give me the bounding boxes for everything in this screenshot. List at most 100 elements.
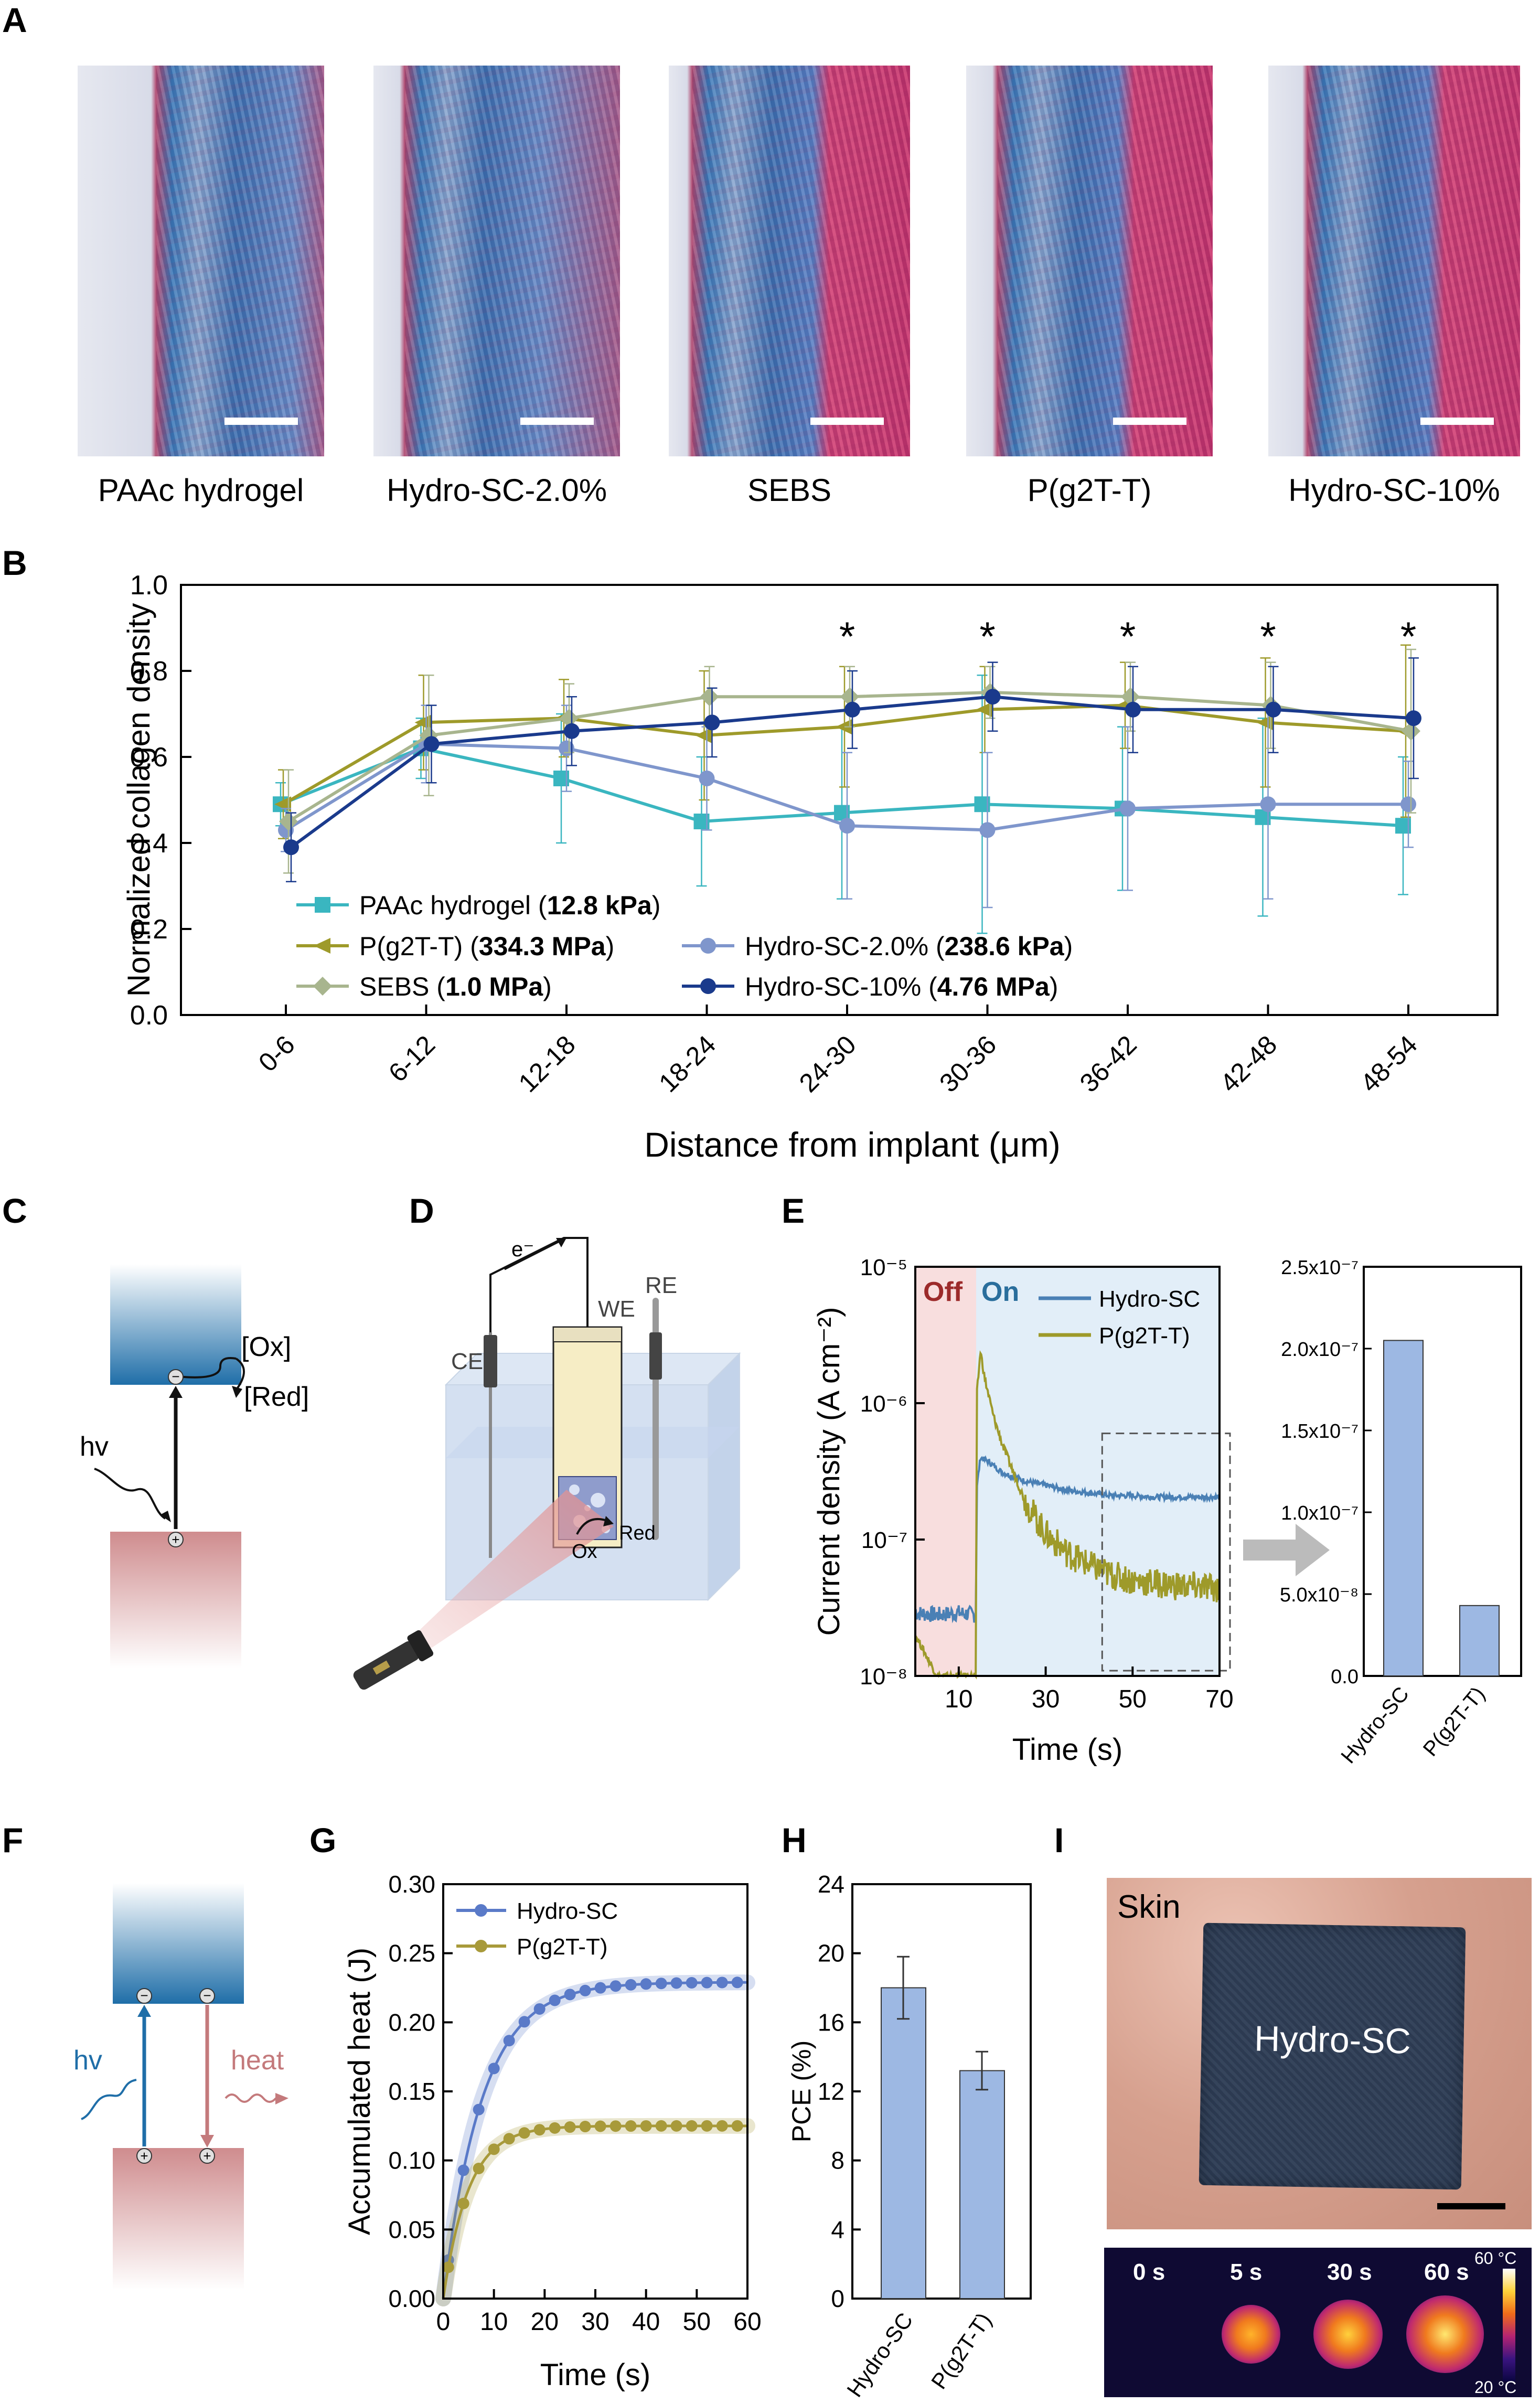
histology-caption: Hydro-SC-10%: [1288, 473, 1500, 508]
highlight-box: [1101, 1433, 1231, 1672]
we-label: WE: [598, 1296, 635, 1322]
thermal-time-label: 60 s: [1424, 2259, 1469, 2285]
x-tick-label: 50: [1119, 1685, 1147, 1713]
data-point: [700, 687, 719, 707]
legend-label: Hydro-SC-2.0% (238.6 kPa): [745, 932, 1073, 961]
data-point: [564, 1989, 576, 2001]
y-tick-label: 0.6: [130, 742, 168, 773]
x-tick-label: Hydro-SC: [842, 2308, 917, 2401]
panel-label-i: I: [1054, 1821, 1064, 1860]
electron-sign: −: [140, 1988, 148, 2003]
significance-marker: *: [839, 613, 855, 659]
data-point: [564, 2121, 576, 2133]
y-tick-label: 12: [818, 2078, 844, 2105]
x-axis-title: Time (s): [540, 2358, 650, 2392]
scale-bar: [520, 418, 594, 425]
panel-label-h: H: [782, 1821, 807, 1860]
y-tick-label: 0.20: [388, 2008, 435, 2036]
thermal-spot: [1406, 2295, 1484, 2373]
thermal-time-label: 5 s: [1230, 2259, 1263, 2285]
y-tick-label: 10⁻⁵: [860, 1255, 907, 1280]
heat-wave-icon: [224, 2093, 277, 2103]
data-point: [423, 736, 440, 752]
electron-transfer-diagram: − + [Ox] [Red] hv: [80, 1264, 309, 1668]
bar: [881, 1987, 926, 2299]
histology-caption: P(g2T-T): [1027, 473, 1152, 508]
y-tick-label: 0.8: [130, 656, 168, 687]
data-point: [518, 2127, 530, 2139]
data-point: [609, 2120, 622, 2132]
data-point: [840, 687, 859, 707]
panel-label-f: F: [2, 1821, 24, 1860]
panel-label-d: D: [409, 1191, 434, 1230]
series-Hydro-SC-10%: [283, 657, 1421, 883]
legend-entry: Hydro-SC-2.0% (238.6 kPa): [682, 932, 1073, 961]
x-axis-title: Time (s): [1012, 1733, 1122, 1767]
y-axis-title: Normalized collagen density: [121, 603, 156, 997]
y-tick-label: 1.0x10⁻⁷: [1281, 1502, 1359, 1524]
x-tick-label: 40: [632, 2308, 660, 2336]
bar-frame: [1363, 1266, 1522, 1677]
collagen-density-chart: 0.00.20.40.60.81.00-6 6-12 12-18 18-24 24-30…: [121, 570, 1499, 1164]
significance-marker: *: [1400, 613, 1416, 659]
data-point: [457, 2164, 469, 2176]
data-point: [313, 977, 332, 996]
y-tick-label: 1.5x10⁻⁷: [1281, 1420, 1359, 1443]
hole-icon: [199, 2148, 215, 2164]
light-beam: [391, 1490, 614, 1668]
x-axis-title: Distance from implant (μm): [644, 1125, 1061, 1164]
electron-sign: −: [172, 1369, 179, 1384]
ox-label: Ox: [572, 1541, 597, 1563]
x-tick-label: 30: [581, 2308, 609, 2336]
data-point: [594, 2120, 606, 2132]
significance-marker: *: [979, 613, 995, 659]
x-tick-label: 10: [945, 1685, 972, 1713]
data-point: [283, 839, 299, 856]
cell-side: [708, 1352, 740, 1601]
hv-label: hv: [73, 2045, 102, 2076]
x-tick-label: 30: [1032, 1685, 1060, 1713]
thermal-spot: [1313, 2300, 1383, 2369]
thermal-time-label: 0 s: [1133, 2259, 1165, 2285]
sample-label: Hydro-SC: [1254, 2018, 1411, 2061]
data-point: [594, 1982, 606, 1994]
conduction-band: [113, 1883, 244, 2004]
data-point: [503, 2035, 515, 2047]
legend-marker: [475, 1904, 487, 1917]
scale-bar: [224, 418, 298, 425]
y-tick-label: 0.25: [388, 1940, 435, 1967]
skin-label: Skin: [1117, 1889, 1181, 1925]
histology-image: [966, 66, 1213, 456]
red-label: Red: [619, 1522, 656, 1544]
photon-wave-icon: [81, 2079, 137, 2120]
flashlight-icon: [353, 1630, 434, 1690]
heat-label: heat: [231, 2045, 284, 2076]
data-point: [473, 2163, 485, 2175]
re-label: RE: [645, 1273, 677, 1298]
y-tick-label: 0.15: [388, 2078, 435, 2105]
data-point: [716, 2120, 728, 2132]
hv-label: hv: [80, 1431, 109, 1462]
y-tick-label: 0.00: [388, 2285, 435, 2312]
y-tick-label: 4: [831, 2216, 844, 2243]
y-tick-label: 0.0: [130, 1000, 168, 1031]
on-region: [976, 1267, 1220, 1676]
data-point: [314, 938, 330, 954]
legend-label: P(g2T-T): [517, 1934, 608, 1960]
histology-image: [78, 66, 324, 456]
data-point: [488, 2143, 500, 2155]
electron-sign: −: [203, 1988, 211, 2003]
y-tick-label: 5.0x10⁻⁸: [1280, 1584, 1359, 1606]
legend-label: Hydro-SC: [1099, 1286, 1200, 1312]
data-point: [1260, 796, 1276, 813]
series-line-Hydro-SC: [914, 1455, 1221, 1623]
x-tick-label: P(g2T-T): [926, 2308, 997, 2394]
panel-label-a: A: [2, 1, 27, 39]
data-point: [701, 2120, 713, 2132]
data-point: [518, 2016, 530, 2028]
photothermal-diagram: − − + + hv heat: [73, 1883, 288, 2290]
electron-label: e⁻: [511, 1238, 534, 1261]
redox-curve-icon: [183, 1357, 237, 1379]
panel-label-g: G: [309, 1821, 337, 1860]
